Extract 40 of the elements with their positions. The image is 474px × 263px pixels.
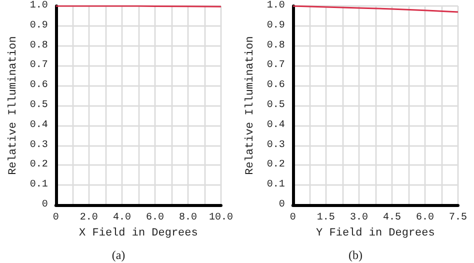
y-tick-label: 0.8 bbox=[266, 40, 285, 52]
y-tick-label: 1.0 bbox=[30, 0, 48, 12]
x-tick-label: 8.0 bbox=[178, 212, 197, 224]
x-tick-label: 6.0 bbox=[146, 212, 164, 224]
y-tick-label: 0.5 bbox=[266, 100, 285, 111]
y-tick-label: 0.8 bbox=[30, 40, 48, 52]
x-tick-label: 4.0 bbox=[112, 212, 131, 224]
y-tick-label: 0.7 bbox=[30, 60, 48, 72]
y-axis-title: Relative Illumination bbox=[8, 36, 20, 175]
y-tick-label: 0.9 bbox=[266, 20, 285, 32]
y-tick-label: 0.4 bbox=[266, 120, 285, 131]
y-tick-label: 0.2 bbox=[266, 160, 285, 171]
x-tick-label: 3.0 bbox=[350, 212, 368, 224]
y-tick-label: 0.4 bbox=[30, 120, 48, 131]
x-tick-label: 4.5 bbox=[382, 212, 401, 224]
x-axis-title: X Field in Degrees bbox=[79, 227, 198, 240]
y-tick-label: 0.7 bbox=[266, 60, 285, 72]
y-tick-label: 0.2 bbox=[30, 160, 48, 171]
y-tick-label: 0.3 bbox=[30, 140, 48, 151]
y-tick-label: 0.3 bbox=[266, 140, 285, 151]
y-tick-label: 0 bbox=[278, 200, 285, 210]
x-axis-title: Y Field in Degrees bbox=[316, 227, 435, 240]
y-tick-label: 0.6 bbox=[30, 80, 48, 92]
y-tick-label: 0 bbox=[42, 200, 48, 210]
y-tick-label: 0.6 bbox=[266, 80, 285, 92]
y-tick-label: 0.1 bbox=[266, 180, 285, 191]
x-tick-label: 2.0 bbox=[80, 212, 98, 224]
x-tick-label: 6.0 bbox=[416, 212, 434, 224]
text: (b) bbox=[348, 248, 363, 262]
x-tick-label: 7.5 bbox=[448, 212, 468, 224]
x-tick-label: 0 bbox=[290, 212, 296, 224]
x-tick-label: 10.0 bbox=[208, 212, 234, 224]
x-tick-label: 1.5 bbox=[316, 212, 335, 224]
y-axis-title: Relative Illumination bbox=[244, 36, 256, 175]
x-tick-label: 0 bbox=[52, 212, 59, 224]
y-tick-label: 0.9 bbox=[30, 20, 48, 32]
y-tick-label: 0.5 bbox=[30, 100, 48, 111]
text: (a) bbox=[112, 248, 126, 262]
y-tick-label: 1.0 bbox=[266, 0, 285, 12]
y-tick-label: 0.1 bbox=[30, 180, 48, 191]
